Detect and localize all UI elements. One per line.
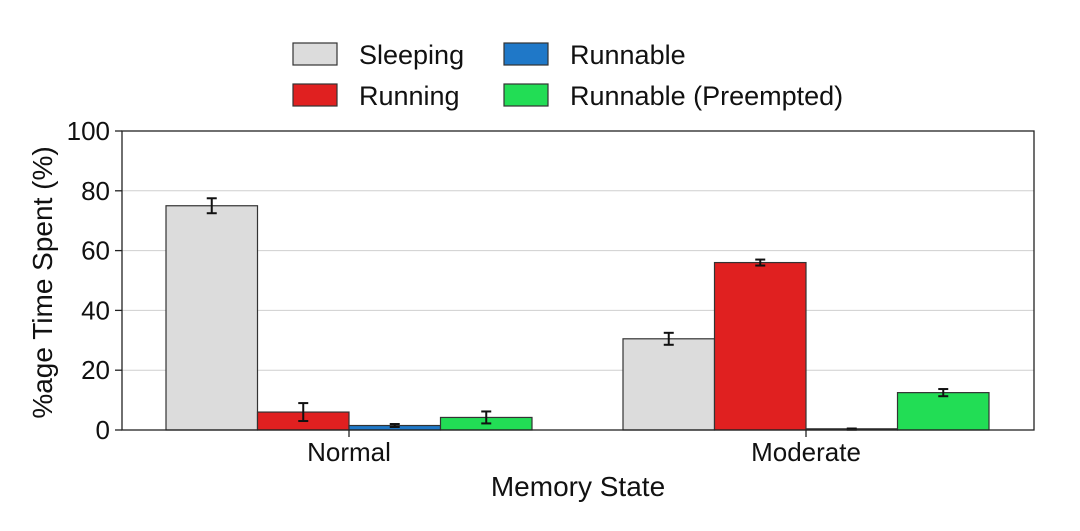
error-bar [938,388,949,398]
legend-label: Runnable (Preempted) [570,81,843,111]
x-axis-label: Memory State [491,471,665,502]
error-bar [389,423,400,429]
error-bar [755,258,766,267]
error-bar [298,402,309,423]
legend-item: Runnable (Preempted) [503,81,843,111]
y-tick-label: 0 [96,415,110,445]
error-bar [206,197,217,215]
legend-swatch [292,83,338,107]
gridlines [122,190,1034,371]
y-tick-label: 60 [81,236,110,266]
bar-running-moderate [713,261,807,431]
legend: Sleeping Running Runnable Runnable (Preempt… [292,40,843,111]
bar-runnable-preempted-moderate [896,392,990,431]
legend-swatch [292,42,338,66]
y-axis-label: %age Time Spent (%) [27,146,58,418]
plot-frame [121,130,1035,431]
y-tick-label: 40 [81,295,110,325]
x-tick-label: Moderate [751,437,861,467]
bars [165,205,990,431]
error-bar [481,410,492,425]
legend-item: Runnable [503,40,686,70]
y-tick-label: 20 [81,355,110,385]
legend-label: Sleeping [359,40,464,70]
bar-sleeping-normal [165,205,259,431]
legend-swatch [503,83,549,107]
legend-label: Running [359,81,460,111]
error-bars [206,197,949,431]
error-bar [663,331,674,346]
x-tick-label: Normal [307,437,391,467]
y-axis: 0 20 40 60 80 100 [67,116,122,445]
y-tick-label: 100 [67,116,110,146]
legend-label: Runnable [570,40,686,70]
legend-item: Sleeping [292,40,464,70]
bar-sleeping-moderate [622,338,716,431]
legend-swatch [503,42,549,66]
y-tick-label: 80 [81,176,110,206]
x-axis: Normal Moderate [307,430,861,467]
legend-item: Running [292,81,460,111]
